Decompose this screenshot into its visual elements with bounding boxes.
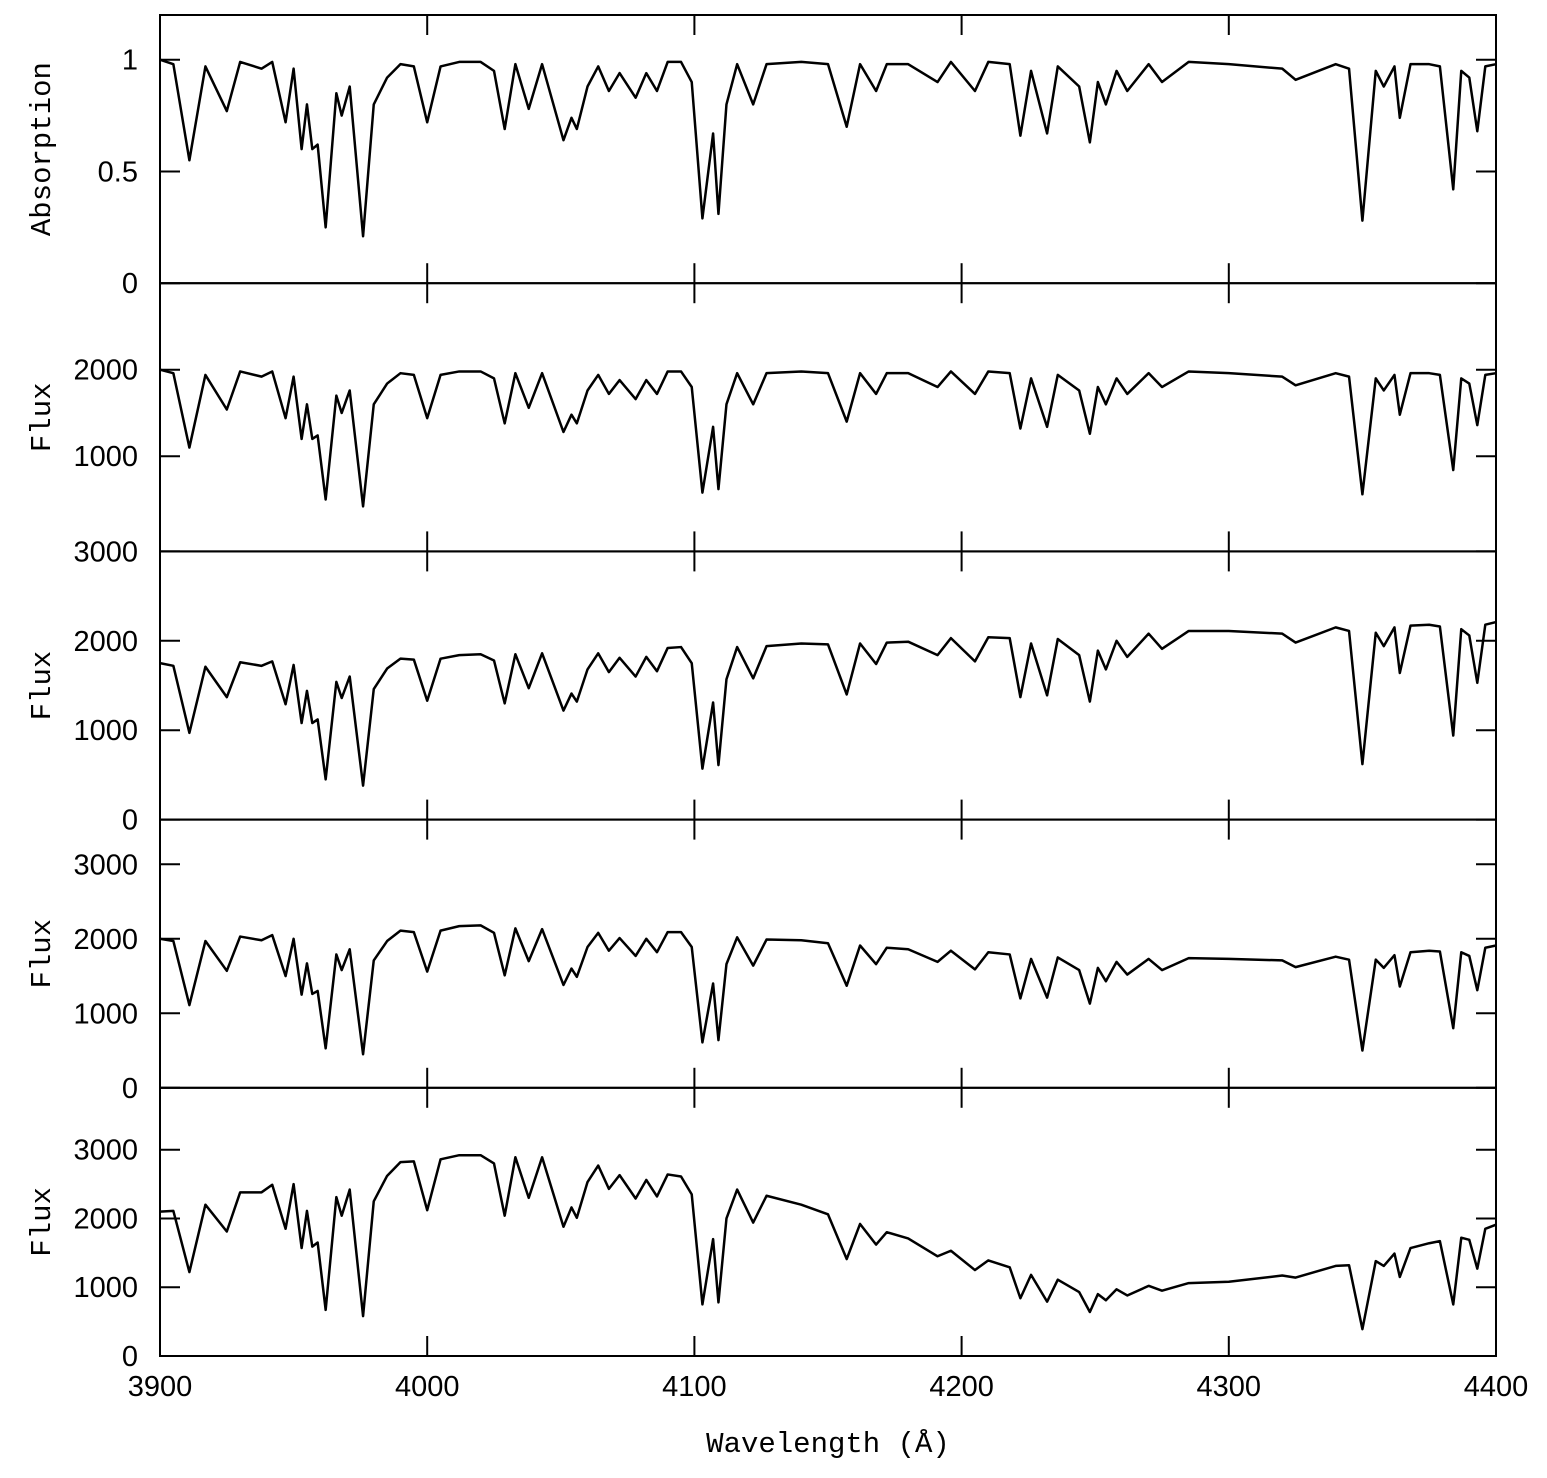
y-tick-label: 0.5 bbox=[98, 156, 138, 188]
y-tick-label: 3000 bbox=[73, 849, 138, 881]
y-tick-label: 2000 bbox=[73, 1203, 138, 1235]
y-tick-label: 2000 bbox=[73, 355, 138, 387]
y-tick-label: 0 bbox=[122, 268, 138, 300]
y-axis-label: Flux bbox=[26, 651, 59, 721]
y-tick-label: 1000 bbox=[73, 1272, 138, 1304]
spectrum-line bbox=[159, 1153, 1497, 1331]
spectrum-line bbox=[159, 924, 1497, 1056]
y-axis-label: Flux bbox=[26, 919, 59, 989]
y-axis-label: Flux bbox=[26, 1187, 59, 1257]
x-tick-label: 4300 bbox=[1197, 1371, 1262, 1403]
spectrum-line bbox=[159, 620, 1497, 787]
panel-frame bbox=[159, 14, 1497, 285]
panel-frame bbox=[159, 550, 1497, 821]
y-tick-label: 2000 bbox=[73, 626, 138, 658]
y-tick-label: 1000 bbox=[73, 441, 138, 473]
panel-frame bbox=[159, 818, 1497, 1089]
y-tick-label: 1000 bbox=[73, 998, 138, 1030]
y-tick-label: 2000 bbox=[73, 924, 138, 956]
x-tick-label: 4200 bbox=[929, 1371, 994, 1403]
x-tick-label: 4000 bbox=[395, 1371, 460, 1403]
y-axis-label: Absorption bbox=[26, 62, 59, 236]
x-axis-label: Wavelength (Å) bbox=[706, 1428, 950, 1461]
spectrum-line bbox=[159, 58, 1497, 238]
x-tick-label: 3900 bbox=[128, 1371, 193, 1403]
y-tick-label: 1 bbox=[122, 45, 138, 77]
panel-frame bbox=[159, 282, 1497, 553]
y-tick-label: 1000 bbox=[73, 715, 138, 747]
x-tick-label: 4100 bbox=[662, 1371, 727, 1403]
y-tick-label: 3000 bbox=[73, 536, 138, 568]
y-tick-label: 0 bbox=[122, 805, 138, 837]
spectrum-line bbox=[159, 368, 1497, 508]
y-axis-label: Flux bbox=[26, 382, 59, 452]
y-tick-label: 0 bbox=[122, 1341, 138, 1373]
y-tick-label: 0 bbox=[122, 1073, 138, 1105]
panel-frame bbox=[159, 1086, 1497, 1358]
x-tick-label: 4400 bbox=[1464, 1371, 1529, 1403]
y-tick-label: 3000 bbox=[73, 1135, 138, 1167]
